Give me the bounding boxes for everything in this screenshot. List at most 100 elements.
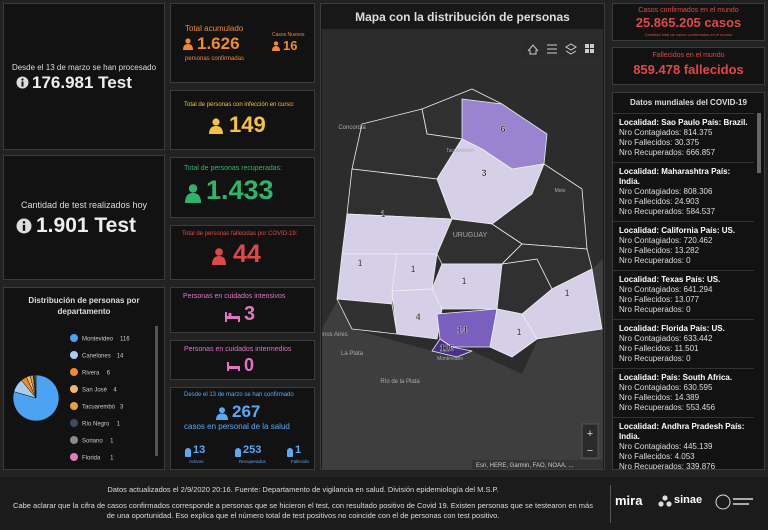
world-list[interactable]: Localidad: Sao Paulo País: Brazil. Nro Co…: [613, 113, 754, 469]
recovered-panel: Total de personas recuperadas: 1.433: [170, 157, 315, 218]
field-value: 13.077: [674, 295, 700, 304]
attribution-bg: [472, 460, 603, 469]
world-entry: Localidad: País: South Africa. Nro Contag…: [613, 368, 754, 417]
active-panel: Total de personas con infección en curso…: [170, 90, 315, 150]
person-icon: [212, 248, 226, 265]
zoom-out[interactable]: −: [587, 445, 593, 457]
legend-value: 3: [120, 405, 124, 411]
field-label: Nro Recuperados:: [619, 305, 684, 314]
tests-today-label: Cantidad de test realizados hoy: [20, 200, 148, 210]
country: US.: [711, 324, 725, 333]
legend-value: 1: [110, 456, 114, 462]
field-value: 633.442: [683, 334, 713, 343]
map-place-label: La Plata: [341, 351, 364, 357]
field-label: Nro Contagiados:: [619, 128, 682, 137]
legend-label: Rivera: [82, 371, 100, 377]
field-value: 584.537: [686, 207, 716, 216]
entry-recuperados: Nro Recuperados: 584.537: [619, 207, 748, 217]
field-value: 30.375: [674, 138, 700, 147]
legend-swatch: [70, 402, 78, 410]
intermediate-panel: Personas en cuidados intermedios 0: [170, 340, 315, 380]
country: Brazil.: [723, 118, 748, 127]
field-label: Nro Contagiados:: [619, 236, 682, 245]
field-value: 0: [686, 354, 691, 363]
map-place-label: Buenos Aires: [322, 332, 348, 338]
tests-value: 176.981 Test: [32, 73, 132, 92]
person-icon: [272, 41, 280, 51]
world-deaths-panel: Fallecidos en el mundo 859.478 fallecido…: [612, 47, 765, 85]
legend-label: Tacuarembó: [82, 405, 116, 411]
legend-label: Río Negro: [82, 422, 110, 428]
scrollbar[interactable]: [757, 113, 761, 173]
legend-swatch: [70, 385, 78, 393]
world-entry: Localidad: Sao Paulo País: Brazil. Nro Co…: [613, 113, 754, 162]
field-label: Nro Recuperados:: [619, 148, 684, 157]
legend-swatch: [70, 419, 78, 427]
country: India.: [619, 432, 640, 441]
map-place-label: Melo: [555, 188, 566, 194]
legend-value: 1: [117, 422, 121, 428]
world-entry: Localidad: Texas País: US. Nro Contagiado…: [613, 270, 754, 319]
field-label: Nro Contagiados:: [619, 442, 682, 451]
field-value: 808.306: [683, 187, 713, 196]
accumulated-value: 1.626: [197, 34, 240, 53]
locality: Maharashtra: [661, 167, 709, 176]
person-icon: [209, 118, 223, 134]
field-label: Localidad:: [619, 373, 660, 382]
entry-fallecidos: Nro Fallecidos: 11.501: [619, 344, 748, 354]
locality: California: [661, 226, 699, 235]
footer-updated: Datos actualizados el 2/9/2020 20:16. Fu…: [107, 485, 499, 494]
pie-slice: [34, 374, 37, 399]
map-toolbar[interactable]: [522, 39, 600, 59]
map-marker-label: 6: [500, 124, 505, 134]
country: South Africa.: [682, 373, 733, 382]
country: India.: [619, 177, 640, 186]
tests-panel: Desde el 13 de marzo se han procesado 17…: [3, 3, 165, 150]
legend-label: Florida: [82, 456, 101, 462]
country: US.: [706, 275, 721, 284]
entry-location: Localidad: Florida País: US.: [619, 324, 748, 334]
world-entry: Localidad: Florida País: US. Nro Contagia…: [613, 319, 754, 368]
world-entry: Localidad: California País: US. Nro Conta…: [613, 221, 754, 270]
world-entry: Localidad: Maharashtra País: India. Nro C…: [613, 162, 754, 221]
breakdown-label: Activos: [189, 459, 204, 464]
field-value: 4.053: [674, 452, 695, 461]
legend-swatch: [70, 351, 78, 359]
field-label: Localidad:: [619, 118, 660, 127]
map-attribution: Esri, HERE, Garmin, FAO, NOAA, ...: [476, 463, 574, 469]
world-cases-panel: Casos confirmados en el mundo 25.865.205…: [612, 3, 765, 41]
icu-panel: Personas en cuidados intensivos 3: [170, 287, 315, 333]
scrollbar: [155, 326, 158, 456]
map-place-label: Montevideo: [437, 356, 463, 362]
world-entry: Localidad: Andhra Pradesh País: India. Nr…: [613, 417, 754, 469]
map-place-label: Concordia: [338, 125, 366, 131]
zoom-control[interactable]: [581, 423, 599, 459]
tests-today-value: 1.901 Test: [36, 214, 137, 237]
field-label: Nro Recuperados:: [619, 403, 684, 412]
map-place-label: Río de la Plata: [380, 379, 420, 385]
accumulated-panel: Total acumulado 1.626 personas confirmad…: [170, 3, 315, 83]
entry-recuperados: Nro Recuperados: 666.857: [619, 148, 748, 158]
locality: Florida: [661, 324, 688, 333]
entry-contagiados: Nro Contagiados: 630.595: [619, 383, 748, 393]
locality: Sao Paulo: [661, 118, 700, 127]
field-value: 14.389: [674, 393, 700, 402]
map-place-label: Tacuarembó: [446, 148, 474, 154]
field-label: Localidad:: [619, 167, 660, 176]
info-icon: [16, 76, 29, 89]
bed-icon: [227, 362, 240, 371]
entry-location: Localidad: California País: US.: [619, 226, 748, 236]
legend-swatch: [70, 368, 78, 376]
zoom-in[interactable]: +: [587, 428, 593, 440]
map-marker-label: 3: [481, 168, 486, 178]
map-marker-label: 1: [380, 209, 385, 219]
entry-fallecidos: Nro Fallecidos: 13.282: [619, 246, 748, 256]
entry-fallecidos: Nro Fallecidos: 14.389: [619, 393, 748, 403]
field-label: Localidad:: [619, 275, 660, 284]
breakdown-value: 13: [193, 444, 206, 456]
accumulated-label: Total acumulado: [185, 24, 244, 33]
entry-contagiados: Nro Contagiados: 720.462: [619, 236, 748, 246]
deaths-label: Total de personas fallecidas por COVID-1…: [182, 231, 298, 237]
field-value: 666.857: [686, 148, 716, 157]
